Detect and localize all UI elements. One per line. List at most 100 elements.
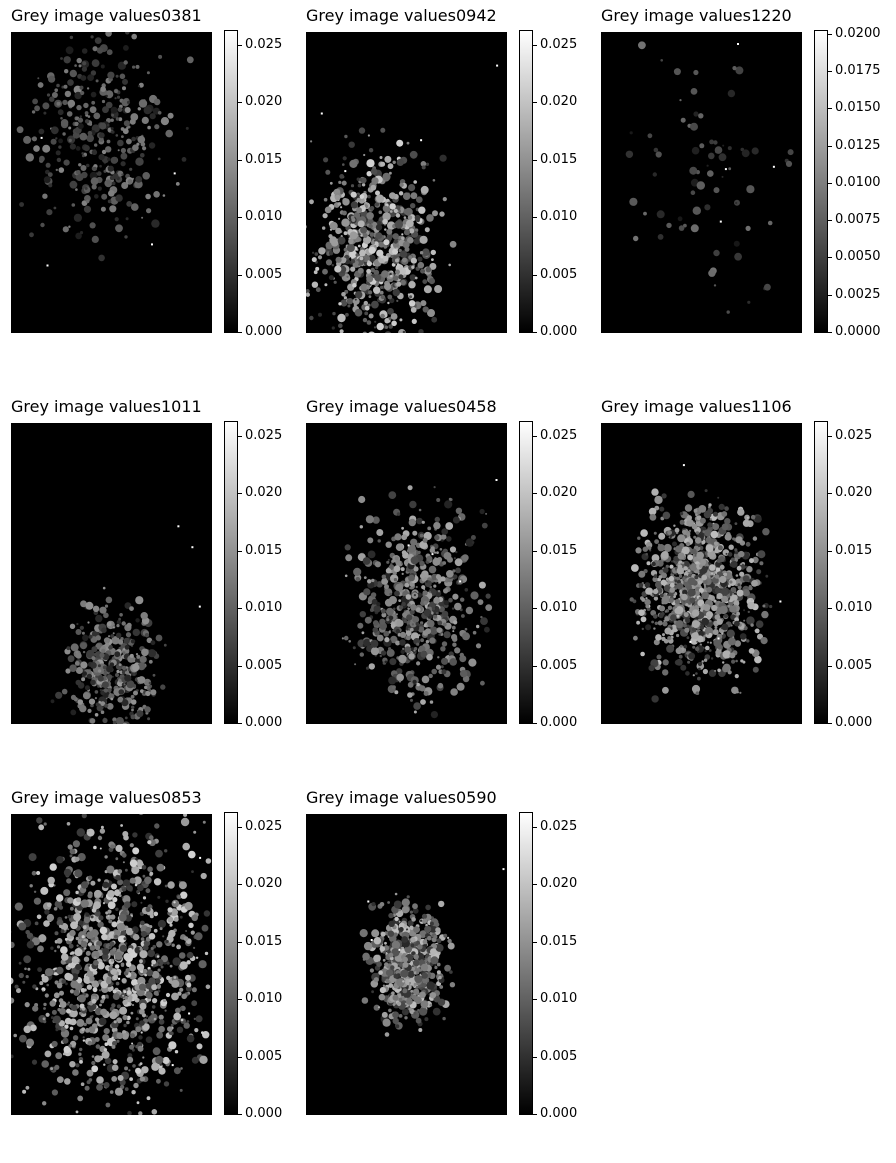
speckle	[723, 613, 729, 619]
speckle	[452, 642, 457, 647]
colorbar-tick	[238, 999, 242, 1001]
speckle	[164, 1009, 167, 1012]
speckle	[70, 694, 77, 700]
speckle	[146, 1096, 151, 1101]
speckle	[432, 179, 436, 182]
speckle	[34, 105, 40, 112]
speckle	[741, 149, 750, 158]
speckle	[151, 970, 160, 979]
speckle	[737, 583, 741, 587]
speckle	[760, 637, 768, 645]
colorbar-tick-label: 0.000	[540, 715, 578, 730]
speckle	[710, 657, 714, 660]
speckle	[101, 681, 109, 689]
speckle	[418, 508, 422, 512]
speckle	[388, 676, 397, 685]
speckle	[410, 307, 417, 313]
speckle	[734, 617, 739, 622]
speckle	[89, 106, 97, 114]
speckle	[367, 134, 370, 137]
speckle	[70, 980, 79, 989]
speckle	[86, 1080, 91, 1085]
speckle	[408, 1007, 412, 1011]
speckle	[132, 832, 138, 838]
speckle	[751, 147, 759, 155]
speckle	[478, 581, 486, 589]
speckle	[74, 64, 77, 67]
speckle	[82, 154, 85, 158]
speckle	[396, 1001, 402, 1006]
colorbar-tick	[533, 274, 537, 276]
speckle	[193, 946, 196, 949]
speckle	[114, 89, 118, 93]
speckle	[357, 267, 364, 274]
speckle	[406, 219, 414, 228]
speckle	[716, 558, 722, 563]
colorbar-tick	[238, 665, 242, 667]
colorbar-tick	[828, 723, 832, 724]
speckle	[71, 203, 76, 207]
speckle	[656, 210, 665, 219]
speckle	[85, 1017, 93, 1025]
speckle	[373, 937, 382, 945]
speckle	[79, 1060, 83, 1064]
speckle	[387, 301, 390, 305]
speckle	[677, 216, 683, 222]
speckle	[64, 69, 69, 74]
speckle	[362, 557, 371, 565]
speckle	[395, 613, 398, 616]
speckle	[698, 505, 707, 513]
speckle	[324, 283, 328, 287]
speckle	[158, 1025, 165, 1033]
speckle	[149, 977, 156, 984]
speckle	[117, 139, 124, 147]
speckle	[341, 637, 344, 640]
speckle	[132, 928, 135, 932]
speckle	[691, 523, 698, 530]
speckle	[119, 613, 123, 617]
speckle	[674, 607, 681, 614]
speckle	[401, 898, 410, 907]
colorbar: 0.000 0.005 0.010 0.015 0.020 0.025	[519, 30, 599, 339]
speckle	[769, 604, 773, 609]
speckle	[682, 529, 687, 535]
bright-pixel	[40, 136, 43, 139]
colorbar-tick-label: 0.000	[245, 324, 283, 339]
speckle	[123, 901, 131, 909]
speckle	[368, 663, 375, 670]
colorbar: 0.000 0.005 0.010 0.015 0.020 0.025	[224, 421, 304, 730]
speckle	[691, 548, 697, 555]
speckle	[173, 976, 177, 979]
speckle	[412, 679, 417, 684]
speckle	[199, 1055, 208, 1064]
speckle	[163, 1081, 170, 1087]
speckle	[100, 64, 105, 69]
bright-pixel	[496, 64, 499, 67]
speckle	[391, 559, 394, 563]
speckle	[426, 654, 431, 660]
speckle	[31, 1059, 38, 1065]
speckle	[645, 587, 653, 595]
speckle	[171, 899, 180, 908]
speckle	[116, 922, 126, 932]
speckle	[147, 649, 157, 658]
speckle	[380, 313, 385, 319]
speckle	[709, 139, 714, 145]
speckle	[335, 227, 342, 235]
speckle	[146, 208, 152, 214]
speckle	[80, 881, 89, 889]
speckle	[401, 905, 410, 914]
speckle	[173, 901, 176, 904]
speckle	[663, 585, 671, 592]
speckle	[91, 59, 100, 67]
colorbar-tick	[238, 493, 242, 495]
speckle	[112, 989, 117, 994]
speckle	[687, 660, 691, 664]
speckle	[370, 647, 380, 656]
speckle	[709, 564, 716, 571]
speckle	[638, 609, 645, 616]
speckle	[346, 275, 349, 278]
speckle	[70, 643, 79, 652]
speckle	[148, 681, 152, 685]
speckle	[125, 217, 129, 221]
